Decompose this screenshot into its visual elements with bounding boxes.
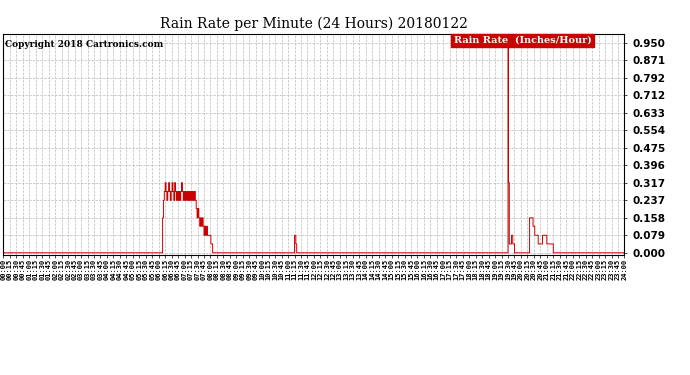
Text: Copyright 2018 Cartronics.com: Copyright 2018 Cartronics.com <box>5 40 163 50</box>
Title: Rain Rate per Minute (24 Hours) 20180122: Rain Rate per Minute (24 Hours) 20180122 <box>160 17 468 31</box>
Text: Rain Rate  (Inches/Hour): Rain Rate (Inches/Hour) <box>454 36 591 45</box>
